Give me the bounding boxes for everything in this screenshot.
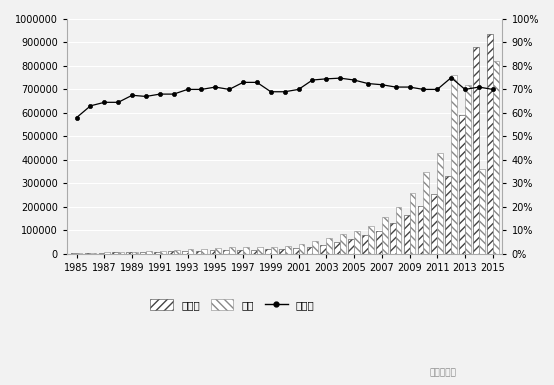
- Bar: [409, 192, 416, 254]
- Bar: [271, 248, 276, 254]
- Bar: [126, 252, 132, 254]
- Bar: [306, 247, 312, 254]
- Bar: [168, 251, 174, 254]
- Bar: [487, 34, 493, 254]
- Bar: [237, 250, 243, 254]
- Bar: [154, 251, 160, 254]
- Bar: [320, 245, 326, 254]
- Bar: [285, 246, 290, 254]
- Bar: [265, 249, 271, 254]
- Bar: [299, 244, 304, 254]
- Bar: [340, 234, 346, 254]
- Bar: [396, 207, 402, 254]
- Bar: [104, 253, 110, 254]
- Bar: [279, 249, 285, 254]
- Bar: [376, 231, 382, 254]
- Bar: [493, 61, 499, 254]
- Bar: [188, 249, 193, 254]
- Bar: [312, 241, 318, 254]
- Bar: [76, 253, 83, 254]
- Bar: [473, 47, 479, 254]
- Bar: [451, 75, 457, 254]
- Bar: [368, 226, 374, 254]
- Bar: [140, 252, 146, 254]
- Bar: [182, 251, 188, 254]
- Bar: [112, 253, 118, 254]
- Bar: [216, 248, 221, 254]
- Bar: [257, 247, 263, 254]
- Bar: [251, 250, 257, 254]
- Bar: [146, 251, 152, 254]
- Bar: [348, 239, 354, 254]
- Bar: [202, 249, 207, 254]
- Bar: [390, 223, 396, 254]
- Bar: [71, 253, 76, 254]
- Bar: [90, 253, 96, 254]
- Bar: [479, 169, 485, 254]
- Bar: [293, 248, 299, 254]
- Bar: [223, 250, 229, 254]
- Bar: [118, 252, 124, 254]
- Bar: [196, 251, 202, 254]
- Bar: [418, 206, 423, 254]
- Bar: [354, 231, 360, 254]
- Bar: [243, 247, 249, 254]
- Bar: [326, 238, 332, 254]
- Legend: 非代理, 代理, 代理率: 非代理, 代理, 代理率: [146, 295, 319, 314]
- Bar: [229, 247, 235, 254]
- Bar: [465, 85, 471, 254]
- Bar: [99, 253, 104, 254]
- Bar: [335, 243, 340, 254]
- Bar: [160, 251, 166, 254]
- Bar: [209, 250, 216, 254]
- Bar: [382, 217, 388, 254]
- Bar: [437, 153, 443, 254]
- Bar: [445, 176, 451, 254]
- Text: 老彭侃知產: 老彭侃知產: [430, 368, 456, 377]
- Bar: [404, 215, 409, 254]
- Bar: [459, 115, 465, 254]
- Bar: [432, 194, 437, 254]
- Bar: [423, 172, 429, 254]
- Bar: [174, 250, 179, 254]
- Bar: [132, 251, 138, 254]
- Bar: [85, 253, 90, 254]
- Bar: [362, 235, 368, 254]
